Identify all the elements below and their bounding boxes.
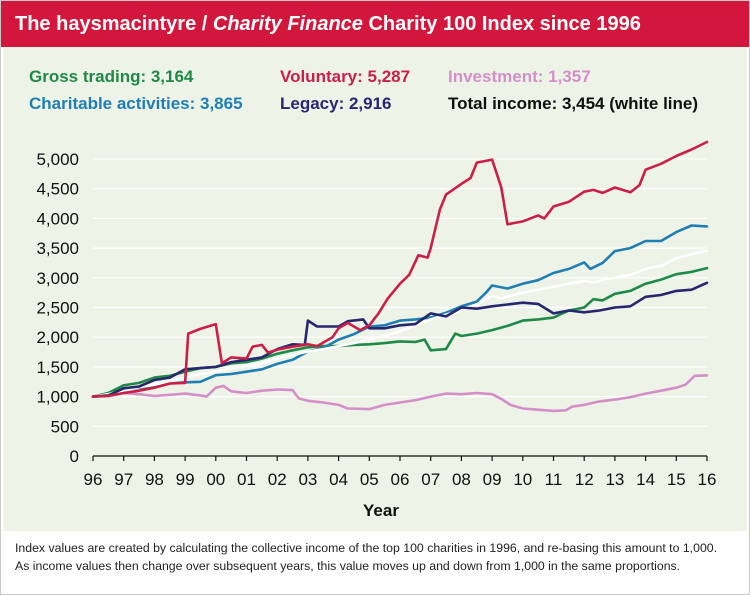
y-tick-label: 4,500 — [36, 180, 79, 199]
x-tick-label: 15 — [667, 470, 686, 489]
chart-title-part3: Charity 100 Index since 1996 — [362, 13, 641, 35]
y-tick-label: 500 — [51, 417, 79, 436]
x-tick-label: 02 — [268, 470, 287, 489]
y-tick-label: 2,000 — [36, 328, 79, 347]
x-tick-label: 96 — [84, 470, 103, 489]
chart-panel — [3, 47, 747, 531]
legend-gross-trading: Gross trading: 3,164 — [29, 67, 194, 86]
x-tick-label: 07 — [421, 470, 440, 489]
y-tick-label: 0 — [70, 447, 79, 466]
y-tick-label: 4,000 — [36, 209, 79, 228]
y-tick-label: 3,500 — [36, 239, 79, 258]
series-line-legacy — [91, 281, 709, 398]
legend-investment: Investment: 1,357 — [448, 67, 591, 86]
y-tick-label: 1,500 — [36, 358, 79, 377]
x-tick-label: 06 — [391, 470, 410, 489]
grid-layer — [93, 158, 707, 427]
footnote-line-1: Index values are created by calculating … — [15, 541, 718, 555]
x-tick-label: 10 — [513, 470, 532, 489]
x-tick-label: 09 — [483, 470, 502, 489]
x-tick-label: 97 — [114, 470, 133, 489]
x-tick-label: 08 — [452, 470, 471, 489]
y-tick-label: 1,000 — [36, 388, 79, 407]
chart-title-publication: Charity Finance — [212, 13, 363, 35]
x-tick-label: 12 — [575, 470, 594, 489]
x-tick-label: 13 — [605, 470, 624, 489]
y-tick-label: 3,000 — [36, 269, 79, 288]
x-tick-label: 00 — [206, 470, 225, 489]
line-chart: 05001,0001,5002,0002,5003,0003,5004,0004… — [36, 140, 716, 520]
legend-legacy: Legacy: 2,916 — [280, 94, 392, 113]
footnote-line-2: As income values then change over subseq… — [15, 559, 681, 573]
chart-title-part1: The haysmacintyre / — [15, 13, 213, 35]
series-layer — [91, 140, 709, 413]
series-line-voluntary — [91, 140, 709, 398]
legend-voluntary: Voluntary: 5,287 — [280, 67, 411, 86]
x-tick-label: 14 — [636, 470, 655, 489]
y-tick-label: 2,500 — [36, 299, 79, 318]
footnote: Index values are created by calculating … — [15, 539, 739, 575]
legend-total-income: Total income: 3,454 (white line) — [448, 94, 699, 113]
series-line-investment — [91, 374, 709, 413]
legend-charitable-activities: Charitable activities: 3,865 — [29, 94, 243, 113]
x-tick-label: 11 — [545, 470, 563, 489]
x-axis-title: Year — [363, 501, 399, 520]
x-tick-label: 03 — [298, 470, 317, 489]
y-tick-label: 5,000 — [36, 150, 79, 169]
x-tick-label: 05 — [360, 470, 379, 489]
x-tick-label: 16 — [698, 470, 717, 489]
x-tick-label: 98 — [145, 470, 164, 489]
chart-title: The haysmacintyre / Charity Finance Char… — [1, 1, 749, 47]
x-tick-label: 99 — [176, 470, 195, 489]
axis-layer: 05001,0001,5002,0002,5003,0003,5004,0004… — [36, 150, 716, 489]
x-tick-label: 04 — [329, 470, 348, 489]
x-tick-label: 01 — [237, 470, 256, 489]
series-line-charitable-activities — [91, 224, 709, 398]
